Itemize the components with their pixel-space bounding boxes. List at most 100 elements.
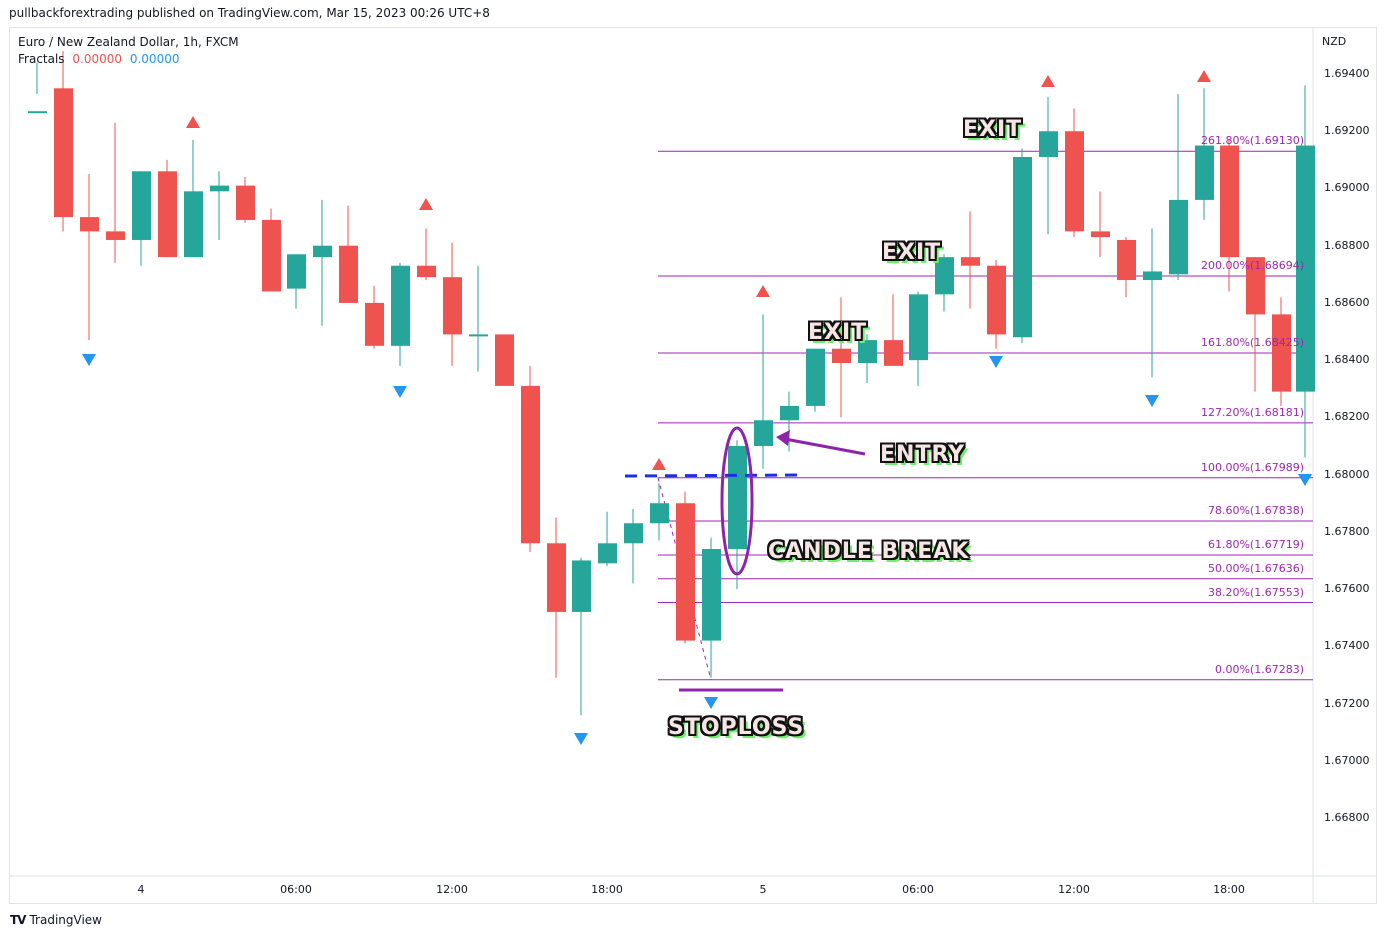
candle-bear[interactable] (262, 219, 281, 292)
candle-bear[interactable] (80, 217, 99, 232)
price-tick-label: 1.69400 (1324, 67, 1370, 80)
candle-bear[interactable] (961, 257, 980, 266)
candle-bear[interactable] (1091, 231, 1110, 238)
candle-bear[interactable] (236, 185, 255, 220)
time-tick-label: 18:00 (1213, 883, 1245, 896)
fib-level-label: 161.80%(1.68425) (1200, 335, 1304, 349)
candle-bear[interactable] (495, 334, 514, 386)
price-tick-label: 1.66800 (1324, 810, 1370, 824)
time-tick-label: 06:00 (280, 883, 312, 896)
breakout-level-line (624, 473, 803, 478)
candle-bear[interactable] (158, 171, 177, 258)
chart-frame[interactable] (9, 27, 1377, 904)
candle-bear[interactable] (676, 503, 695, 641)
chart-legend: Euro / New Zealand Dollar, 1h, FXCM Frac… (18, 34, 239, 68)
candle-bear[interactable] (1065, 131, 1084, 232)
candle-bull[interactable] (935, 257, 954, 295)
candle-bull[interactable] (313, 245, 332, 258)
candle-bull[interactable] (28, 111, 47, 114)
brand-name: TradingView (29, 913, 102, 927)
entry-arrow-head-icon (776, 430, 790, 446)
candle-bull[interactable] (184, 191, 203, 258)
candle-bear[interactable] (987, 265, 1006, 335)
candle-bull[interactable] (858, 340, 877, 364)
fib-level-label: 261.80%(1.69130) (1200, 134, 1304, 148)
candle-bull[interactable] (572, 560, 591, 612)
candle-bull[interactable] (1296, 145, 1315, 392)
candle-bull[interactable] (469, 334, 488, 337)
candle-bull[interactable] (1013, 156, 1032, 338)
currency-label: NZD (1322, 35, 1347, 48)
footer-branding[interactable]: TV TradingView (10, 913, 102, 927)
candle-bull[interactable] (909, 294, 928, 361)
candle-bull[interactable] (650, 503, 669, 524)
candle-bull[interactable] (1195, 145, 1214, 200)
candle-bull[interactable] (702, 549, 721, 641)
tradingview-logo-icon: TV (10, 913, 27, 927)
symbol-title[interactable]: Euro / New Zealand Dollar, 1h, FXCM (18, 35, 239, 49)
candle-bear[interactable] (884, 340, 903, 366)
candle-bear[interactable] (547, 543, 566, 612)
candle-bear[interactable] (521, 385, 540, 544)
price-tick-label: 1.69200 (1324, 124, 1370, 138)
candle-bear[interactable] (417, 265, 436, 278)
fractal-down-icon (1298, 474, 1312, 486)
price-tick-label: 1.69000 (1324, 181, 1370, 195)
candle-break-ellipse (720, 426, 754, 576)
candle-bull[interactable] (806, 348, 825, 406)
fractal-down-icon (704, 697, 718, 709)
time-tick-label: 4 (137, 883, 145, 896)
candle-bull[interactable] (598, 543, 617, 564)
candle-bull[interactable] (780, 405, 799, 421)
candle-bear[interactable] (1220, 145, 1239, 258)
candle-bull[interactable] (287, 254, 306, 289)
fractal-down-icon (82, 354, 96, 366)
candle-bear[interactable] (54, 88, 73, 218)
candle-bull[interactable] (1169, 199, 1188, 275)
candle-bear[interactable] (1272, 314, 1291, 392)
candle-bear[interactable] (1117, 239, 1136, 281)
candle-bull[interactable] (1143, 271, 1162, 281)
time-tick-label: 06:00 (902, 883, 934, 896)
time-tick-label: 12:00 (1058, 883, 1090, 896)
stoploss-label: STOPLOSS (668, 715, 805, 740)
candle-bear[interactable] (365, 302, 384, 346)
candle-bear[interactable] (106, 231, 125, 240)
indicator-label[interactable]: Fractals (18, 52, 65, 66)
fib-level-label: 61.80%(1.67719) (1207, 538, 1304, 552)
time-tick-label: 12:00 (436, 883, 468, 896)
fractal-up-icon (1197, 70, 1211, 82)
candle-bull[interactable] (754, 420, 773, 446)
candle-bull[interactable] (391, 265, 410, 346)
indicator-down-value: 0.00000 (129, 52, 180, 66)
price-tick-label: 1.67000 (1324, 753, 1370, 767)
candle-bear[interactable] (339, 245, 358, 303)
time-tick-label: 18:00 (591, 883, 623, 896)
fractal-down-icon (393, 386, 407, 398)
fractal-down-icon (989, 356, 1003, 368)
candle-bull[interactable] (1039, 131, 1058, 157)
fractal-down-icon (1145, 395, 1159, 407)
price-tick-label: 1.68400 (1324, 353, 1370, 367)
exit-label-3: EXIT (963, 117, 1023, 142)
price-tick-label: 1.67200 (1324, 696, 1370, 710)
candle-bear[interactable] (1246, 257, 1265, 315)
fractal-down-icon (574, 733, 588, 745)
price-tick-label: 1.68600 (1324, 295, 1370, 309)
candle-break-label: CANDLE BREAK (768, 539, 970, 564)
candle-bull[interactable] (728, 445, 747, 550)
candle-bear[interactable] (832, 348, 851, 364)
published-line: pullbackforextrading published on Tradin… (9, 6, 490, 20)
candle-bull[interactable] (132, 171, 151, 240)
candle-bull[interactable] (210, 185, 229, 192)
entry-arrow-line (784, 437, 866, 456)
price-tick-label: 1.68800 (1324, 238, 1370, 252)
price-tick-label: 1.68200 (1324, 410, 1370, 424)
candle-bull[interactable] (624, 523, 643, 544)
fib-level-label: 200.00%(1.68694) (1200, 259, 1304, 273)
price-tick-label: 1.68000 (1324, 467, 1370, 481)
fib-level-label: 0.00%(1.67283) (1214, 662, 1304, 676)
fib-level-label: 78.60%(1.67838) (1207, 503, 1304, 517)
candle-bear[interactable] (443, 277, 462, 335)
